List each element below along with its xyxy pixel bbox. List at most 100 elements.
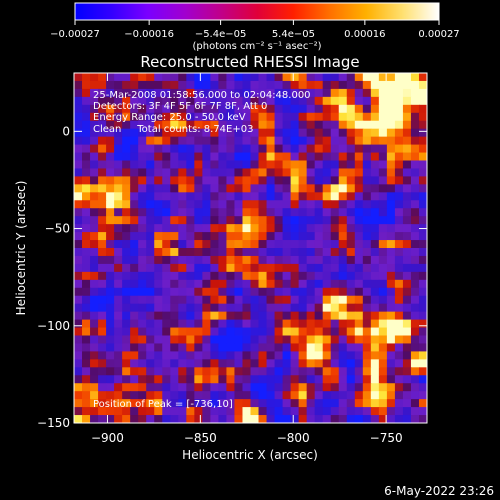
- heatmap-cell: [146, 367, 155, 376]
- heatmap-cell: [186, 73, 195, 82]
- heatmap-cell: [282, 208, 292, 217]
- heatmap-cell: [170, 271, 179, 281]
- heatmap-cell: [218, 128, 228, 138]
- heatmap-cell: [330, 184, 340, 193]
- heatmap-cell: [378, 279, 388, 289]
- heatmap-cell: [330, 263, 340, 273]
- heatmap-cell: [106, 415, 115, 423]
- heatmap-cell: [210, 216, 220, 225]
- heatmap-cell: [98, 88, 107, 98]
- heatmap-cell: [154, 128, 163, 138]
- heatmap-cell: [146, 80, 155, 90]
- heatmap-cell: [234, 335, 244, 345]
- heatmap-cell: [234, 208, 244, 217]
- heatmap-cell: [146, 152, 155, 162]
- heatmap-cell: [386, 263, 396, 273]
- heatmap-cell: [210, 319, 220, 329]
- heatmap-cell: [202, 104, 211, 114]
- heatmap-cell: [258, 359, 268, 368]
- heatmap-cell: [146, 311, 155, 321]
- heatmap-cell: [258, 287, 268, 297]
- heatmap-cell: [202, 80, 211, 90]
- heatmap-cell: [218, 240, 228, 249]
- heatmap-cell: [370, 144, 380, 154]
- heatmap-cell: [186, 184, 195, 193]
- heatmap-cell: [74, 160, 83, 170]
- heatmap-cell: [218, 375, 228, 384]
- heatmap-cell: [354, 367, 364, 376]
- heatmap-cell: [162, 208, 171, 217]
- heatmap-cell: [402, 303, 412, 313]
- heatmap-cell: [114, 176, 123, 185]
- heatmap-cell: [122, 168, 131, 177]
- heatmap-cell: [274, 263, 284, 273]
- heatmap-cell: [74, 232, 83, 241]
- heatmap-cell: [410, 383, 420, 392]
- heatmap-cell: [330, 104, 340, 114]
- heatmap-cell: [194, 80, 203, 90]
- heatmap-cell: [162, 240, 171, 249]
- heatmap-cell: [210, 303, 220, 313]
- heatmap-cell: [370, 200, 380, 209]
- heatmap-cell: [362, 232, 372, 241]
- heatmap-cell: [98, 200, 107, 209]
- heatmap-cell: [354, 255, 364, 265]
- heatmap-cell: [354, 415, 364, 423]
- heatmap-cell: [170, 112, 179, 122]
- heatmap-cell: [162, 343, 171, 352]
- heatmap-cell: [306, 73, 316, 82]
- heatmap-cell: [314, 415, 324, 423]
- heatmap-cell: [282, 311, 292, 321]
- heatmap-cell: [82, 208, 91, 217]
- heatmap-cell: [378, 263, 388, 273]
- heatmap-cell: [218, 184, 228, 193]
- heatmap-cell: [266, 216, 276, 225]
- heatmap-cell: [314, 144, 324, 154]
- heatmap-cell: [386, 216, 396, 225]
- heatmap-cell: [354, 184, 364, 193]
- heatmap-cell: [290, 303, 300, 313]
- heatmap-cell: [202, 343, 211, 352]
- heatmap-cell: [298, 248, 308, 257]
- heatmap-cell: [130, 224, 139, 233]
- heatmap-cell: [122, 327, 131, 337]
- heatmap-cell: [74, 96, 83, 106]
- heatmap-cell: [266, 383, 276, 392]
- heatmap-cell: [106, 208, 115, 217]
- heatmap-cell: [114, 216, 123, 225]
- heatmap-cell: [346, 391, 356, 400]
- heatmap-cell: [242, 168, 252, 177]
- heatmap-cell: [354, 351, 364, 360]
- heatmap-cell: [114, 104, 123, 114]
- heatmap-cell: [186, 279, 195, 289]
- heatmap-cell: [306, 343, 316, 352]
- heatmap-cell: [98, 319, 107, 329]
- heatmap-cell: [354, 144, 364, 154]
- heatmap-cell: [154, 88, 163, 98]
- heatmap-cell: [242, 176, 252, 185]
- heatmap-cell: [242, 383, 252, 392]
- heatmap-cell: [338, 200, 348, 209]
- heatmap-cell: [338, 73, 348, 82]
- heatmap-cell: [242, 96, 252, 106]
- heatmap-cell: [274, 391, 284, 400]
- heatmap-cell: [242, 208, 252, 217]
- heatmap-cell: [90, 112, 99, 122]
- heatmap-cell: [386, 128, 396, 138]
- heatmap-cell: [354, 216, 364, 225]
- heatmap-cell: [74, 287, 83, 297]
- heatmap-cell: [194, 160, 203, 170]
- heatmap-cell: [362, 287, 372, 297]
- heatmap-cell: [146, 415, 155, 423]
- heatmap-cell: [234, 168, 244, 177]
- heatmap-cell: [82, 415, 91, 423]
- heatmap-cell: [98, 375, 107, 384]
- chart-title: Reconstructed RHESSI Image: [140, 53, 359, 71]
- heatmap-cell: [74, 327, 83, 337]
- heatmap-cell: [226, 144, 236, 154]
- heatmap-cell: [98, 335, 107, 345]
- heatmap-cell: [202, 375, 211, 384]
- heatmap-cell: [346, 287, 356, 297]
- heatmap-cell: [154, 319, 163, 329]
- heatmap-cell: [90, 327, 99, 337]
